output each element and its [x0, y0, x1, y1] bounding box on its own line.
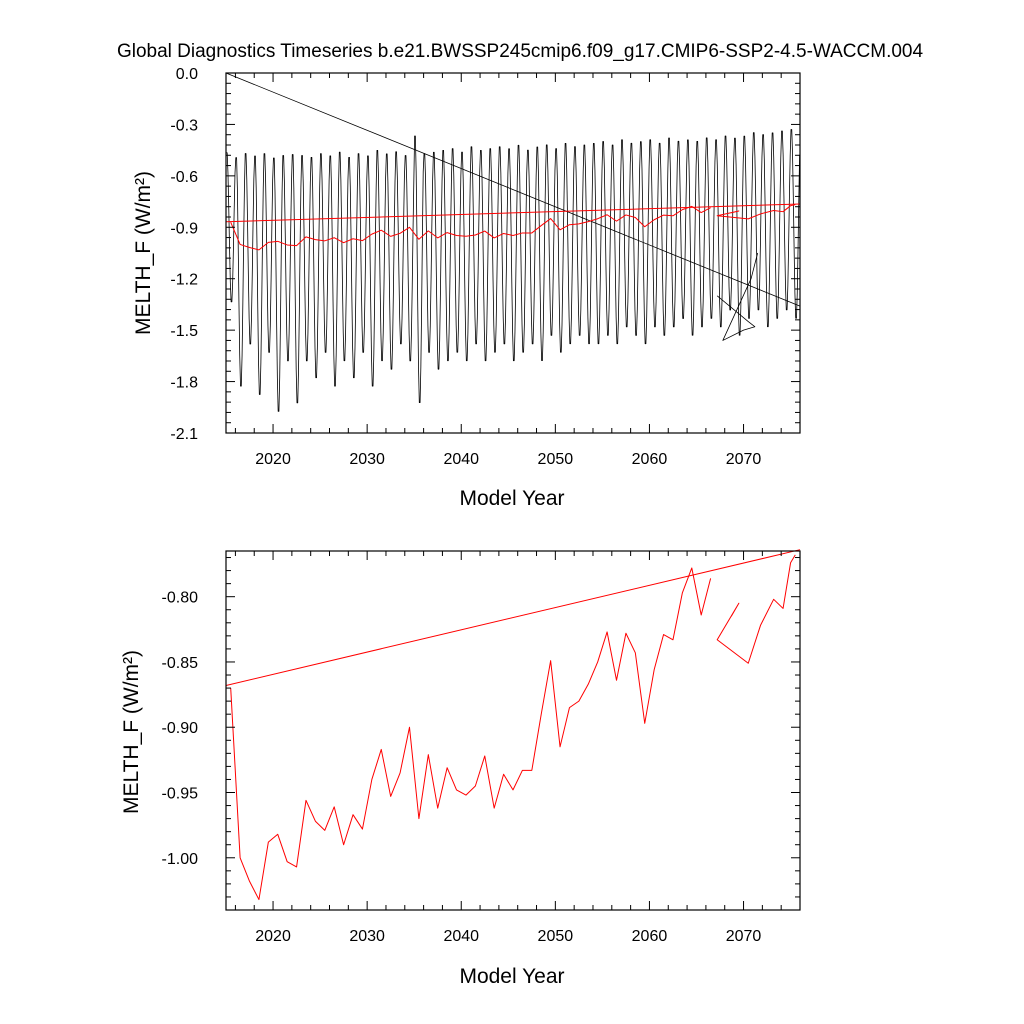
annual-series-zoom — [225, 549, 801, 901]
top-y-axis-label: MELTH_F (W/m²) — [132, 171, 155, 335]
bottom-x-tick-label: 2020 — [255, 928, 291, 945]
top-y-tick-label: -0.9 — [170, 220, 198, 237]
monthly-series-segment — [716, 252, 759, 341]
annual-trend-line — [225, 203, 801, 223]
bottom-axes: 2020 2030 2040 2050 2060 2070 -0.80 -0.85 -0.90 -… — [162, 550, 801, 945]
annual-series-line — [230, 205, 711, 251]
bottom-x-tick-label: 2030 — [349, 928, 385, 945]
top-plot-frame — [225, 72, 801, 434]
annual-trend-line-zoom — [225, 549, 801, 686]
monthly-series — [225, 72, 801, 412]
bottom-y-tick-label: -0.85 — [162, 655, 199, 672]
monthly-series-line — [226, 129, 801, 412]
top-y-tick-label: 0.0 — [176, 66, 198, 83]
top-x-tick-label: 2020 — [255, 451, 291, 468]
top-y-tick-label: -0.6 — [170, 169, 198, 186]
bottom-y-tick-label: -0.90 — [162, 720, 199, 737]
annual-series — [225, 203, 801, 251]
top-y-tick-label: -1.8 — [170, 375, 198, 392]
top-panel: 2020 2030 2040 2050 2060 2070 0.0 -0.3 -0.6 -0.9 -… — [132, 66, 801, 510]
top-x-tick-label: 2050 — [538, 451, 574, 468]
bottom-plot-frame — [225, 550, 801, 911]
top-x-tick-label: 2040 — [443, 451, 479, 468]
bottom-y-tick-label: -1.00 — [162, 851, 199, 868]
bottom-panel: 2020 2030 2040 2050 2060 2070 -0.80 -0.85 -0.90 -… — [120, 549, 801, 988]
bottom-x-axis-label: Model Year — [459, 965, 564, 988]
bottom-y-tick-label: -0.95 — [162, 786, 199, 803]
figure-title: Global Diagnostics Timeseries b.e21.BWSS… — [117, 41, 924, 62]
top-y-tick-label: -2.1 — [170, 426, 198, 443]
bottom-y-tick-label: -0.80 — [162, 590, 199, 607]
top-y-tick-label: -1.5 — [170, 323, 198, 340]
annual-series-line-zoom — [230, 567, 712, 901]
bottom-x-tick-label: 2040 — [443, 928, 479, 945]
monthly-series-segment — [225, 72, 801, 307]
top-y-tick-label: -1.2 — [170, 272, 198, 289]
top-x-axis-label: Model Year — [459, 487, 564, 510]
annual-series-tail — [716, 204, 796, 220]
bottom-x-tick-label: 2070 — [726, 928, 762, 945]
bottom-x-tick-label: 2050 — [538, 928, 574, 945]
top-x-tick-label: 2070 — [726, 451, 762, 468]
top-x-tick-label: 2030 — [349, 451, 385, 468]
top-y-tick-label: -0.3 — [170, 117, 198, 134]
annual-series-tail-zoom — [716, 554, 796, 664]
bottom-y-axis-label: MELTH_F (W/m²) — [120, 650, 143, 814]
top-axes: 2020 2030 2040 2050 2060 2070 0.0 -0.3 -0.6 -0.9 -… — [170, 66, 801, 468]
bottom-x-tick-label: 2060 — [632, 928, 668, 945]
top-x-tick-label: 2060 — [632, 451, 668, 468]
